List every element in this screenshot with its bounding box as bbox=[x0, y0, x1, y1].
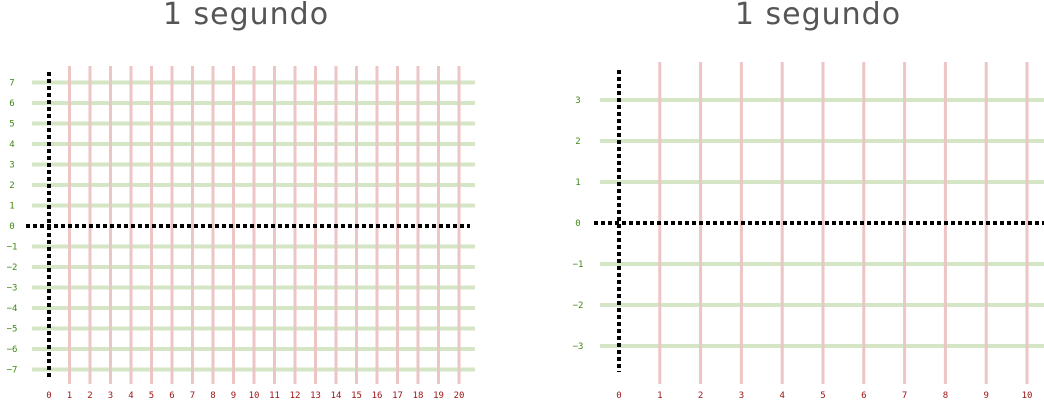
right-panel-title: 1 segundo bbox=[734, 0, 902, 32]
left-y-tick-label: −4 bbox=[7, 304, 18, 314]
right-y-tick-label: −2 bbox=[573, 301, 584, 311]
left-x-tick-label: 13 bbox=[310, 391, 321, 400]
left-y-tick-label: 7 bbox=[9, 79, 14, 89]
left-y-tick-label: 4 bbox=[9, 140, 14, 150]
left-x-tick-label: 14 bbox=[331, 391, 342, 400]
left-x-tick-label: 8 bbox=[210, 391, 215, 400]
right-y-tick-label: 2 bbox=[575, 137, 580, 147]
right-x-tick-label: 3 bbox=[739, 391, 744, 400]
right-x-tick-label: 7 bbox=[902, 391, 907, 400]
left-x-tick-label: 0 bbox=[46, 391, 51, 400]
left-y-tick-label: −1 bbox=[7, 243, 18, 253]
left-panel-title: 1 segundo bbox=[162, 0, 330, 32]
right-x-tick-label: 5 bbox=[820, 391, 825, 400]
left-x-tick-label: 7 bbox=[190, 391, 195, 400]
left-x-tick-label: 9 bbox=[231, 391, 236, 400]
left-x-tick-label: 5 bbox=[149, 391, 154, 400]
left-x-tick-label: 2 bbox=[87, 391, 92, 400]
left-x-tick-label: 18 bbox=[413, 391, 424, 400]
left-x-tick-label: 19 bbox=[433, 391, 444, 400]
left-y-tick-label: −5 bbox=[7, 325, 18, 335]
left-y-tick-label: −6 bbox=[7, 345, 18, 355]
left-y-tick-label: 5 bbox=[9, 120, 14, 130]
right-x-tick-label: 6 bbox=[861, 391, 866, 400]
left-x-tick-label: 6 bbox=[169, 391, 174, 400]
left-x-tick-label: 12 bbox=[290, 391, 301, 400]
right-y-tick-label: 1 bbox=[575, 178, 580, 188]
left-y-tick-label: −3 bbox=[7, 284, 18, 294]
right-x-tick-label: 1 bbox=[657, 391, 662, 400]
right-y-tick-label: 0 bbox=[575, 219, 580, 229]
left-x-tick-label: 16 bbox=[372, 391, 383, 400]
right-x-tick-label: 0 bbox=[616, 391, 621, 400]
right-x-tick-label: 10 bbox=[1022, 391, 1033, 400]
left-x-tick-label: 11 bbox=[269, 391, 280, 400]
left-y-tick-label: 3 bbox=[9, 161, 14, 171]
right-x-tick-label: 2 bbox=[698, 391, 703, 400]
left-y-tick-label: 0 bbox=[9, 222, 14, 232]
left-y-tick-label: 6 bbox=[9, 99, 14, 109]
left-x-tick-label: 20 bbox=[454, 391, 465, 400]
right-x-tick-label: 8 bbox=[943, 391, 948, 400]
left-x-tick-label: 17 bbox=[392, 391, 403, 400]
left-x-tick-label: 15 bbox=[351, 391, 362, 400]
left-x-tick-label: 4 bbox=[128, 391, 133, 400]
right-y-tick-label: −3 bbox=[573, 342, 584, 352]
left-y-tick-label: 1 bbox=[9, 202, 14, 212]
left-y-tick-label: −7 bbox=[7, 366, 18, 376]
right-y-tick-label: 3 bbox=[575, 96, 580, 106]
left-x-tick-label: 1 bbox=[67, 391, 72, 400]
left-y-tick-label: 2 bbox=[9, 181, 14, 191]
right-y-tick-label: −1 bbox=[573, 260, 584, 270]
right-x-tick-label: 9 bbox=[983, 391, 988, 400]
left-x-tick-label: 3 bbox=[108, 391, 113, 400]
left-y-tick-label: −2 bbox=[7, 263, 18, 273]
right-x-tick-label: 4 bbox=[779, 391, 784, 400]
left-x-tick-label: 10 bbox=[249, 391, 260, 400]
